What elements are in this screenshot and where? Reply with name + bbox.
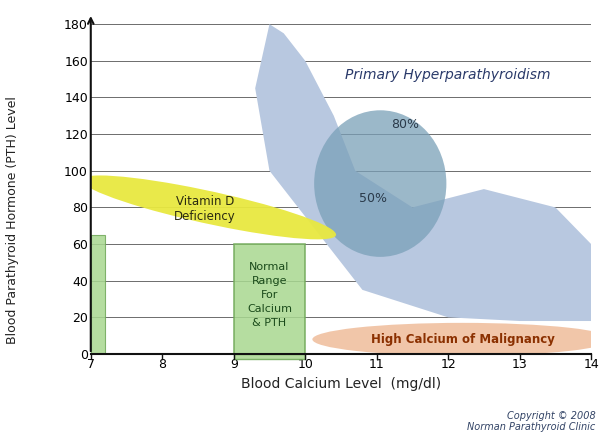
Bar [91, 235, 105, 354]
Text: Normal
Range
For
Calcium
& PTH: Normal Range For Calcium & PTH [247, 262, 292, 329]
Text: High Calcium of Malignancy: High Calcium of Malignancy [370, 333, 554, 346]
Bar [234, 244, 305, 354]
Ellipse shape [81, 176, 336, 239]
Text: 50%: 50% [359, 192, 387, 205]
Ellipse shape [314, 110, 446, 257]
Polygon shape [255, 24, 591, 321]
Ellipse shape [313, 323, 613, 356]
Text: Blood Parathyroid Hormone (PTH) Level: Blood Parathyroid Hormone (PTH) Level [6, 97, 19, 344]
Bar [234, 354, 305, 359]
Text: Primary Hyperparathyroidism: Primary Hyperparathyroidism [346, 68, 551, 82]
Text: 80%: 80% [391, 119, 419, 131]
Text: Vitamin D
Deficiency: Vitamin D Deficiency [174, 195, 236, 223]
X-axis label: Blood Calcium Level  (mg/dl): Blood Calcium Level (mg/dl) [241, 377, 441, 391]
Text: Copyright © 2008
Norman Parathyroid Clinic: Copyright © 2008 Norman Parathyroid Clin… [467, 411, 596, 432]
